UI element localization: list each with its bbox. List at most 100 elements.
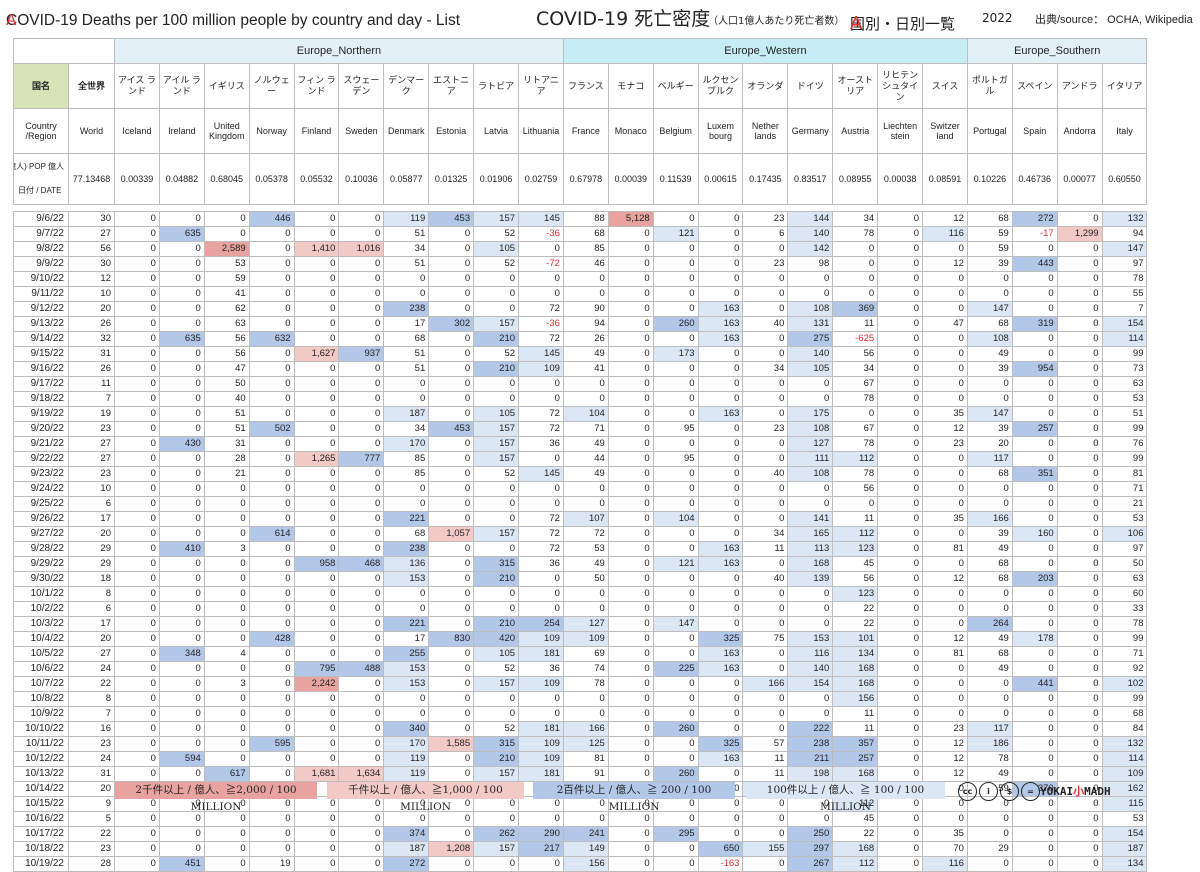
table-row: 9/15/22 31 0 0 56 0 1,627 937 51 0 52 145 49 0 173 0 0 14… bbox=[13, 346, 1148, 362]
value-cell: 0 bbox=[607, 301, 654, 317]
value-cell: 221 bbox=[383, 616, 430, 632]
value-cell: 0 bbox=[877, 661, 924, 677]
value-cell: 157 bbox=[473, 676, 520, 692]
value-cell: 635 bbox=[158, 331, 205, 347]
value-cell: 0 bbox=[114, 511, 160, 527]
date-cell: 9/22/22 bbox=[13, 451, 69, 467]
value-cell: 0 bbox=[518, 481, 564, 497]
value-cell: 0 bbox=[518, 391, 564, 407]
value-cell: -163 bbox=[697, 856, 744, 872]
value-cell: 49 bbox=[562, 346, 609, 362]
value-cell: 0 bbox=[338, 856, 385, 872]
value-cell: 0 bbox=[114, 331, 160, 347]
value-cell: 0 bbox=[473, 511, 520, 527]
value-cell: 0 bbox=[114, 526, 160, 542]
value-cell: 0 bbox=[562, 601, 609, 617]
value-cell: 0 bbox=[338, 676, 385, 692]
pop-label: 人口(億人) POP 億人 bbox=[15, 162, 65, 171]
value-cell: 95 bbox=[652, 451, 699, 467]
value-cell: 0 bbox=[114, 811, 160, 827]
value-cell: 0 bbox=[877, 406, 924, 422]
value-cell: 99 bbox=[1101, 631, 1148, 647]
value-cell: 0 bbox=[473, 706, 520, 722]
value-cell: 0 bbox=[652, 466, 699, 482]
value-cell: 0 bbox=[158, 406, 205, 422]
value-cell: 132 bbox=[1101, 211, 1148, 227]
value-cell: 0 bbox=[114, 541, 160, 557]
value-cell: 0 bbox=[697, 286, 744, 302]
value-cell: 0 bbox=[1056, 826, 1103, 842]
value-cell: 0 bbox=[1011, 691, 1058, 707]
value-cell: 0 bbox=[473, 496, 520, 512]
value-cell: 71 bbox=[1101, 646, 1148, 662]
value-cell: 0 bbox=[922, 271, 968, 287]
value-cell: 0 bbox=[518, 601, 564, 617]
country-name-jp: ノルウェー bbox=[248, 63, 295, 109]
value-cell: 0 bbox=[607, 541, 654, 557]
country-name-jp: ラトビア bbox=[473, 63, 520, 109]
value-cell: 0 bbox=[877, 601, 924, 617]
table-row: 9/24/22 10 0 0 0 0 0 0 0 0 0 0 0 0 0 0 0 0 56 0 0 0 0 0 71 bbox=[13, 481, 1148, 497]
value-cell: 62 bbox=[203, 301, 250, 317]
value-cell: 0 bbox=[787, 691, 834, 707]
value-cell: 78 bbox=[966, 751, 1013, 767]
value-cell: 0 bbox=[652, 241, 699, 257]
value-cell: 0 bbox=[607, 346, 654, 362]
value-cell: 315 bbox=[473, 736, 520, 752]
value-cell: 0 bbox=[652, 526, 699, 542]
population-value: 0.00615 bbox=[697, 153, 744, 205]
table-row: 10/4/22 20 0 0 0 428 0 0 17 830 420 109 109 0 0 325 75 15… bbox=[13, 631, 1148, 647]
value-cell: 0 bbox=[428, 721, 475, 737]
value-cell: 105 bbox=[473, 241, 520, 257]
value-cell: 7 bbox=[1101, 301, 1148, 317]
value-cell: 76 bbox=[1101, 436, 1148, 452]
value-cell: 0 bbox=[607, 661, 654, 677]
value-cell: 0 bbox=[652, 376, 699, 392]
country-name-en: Andorra bbox=[1056, 108, 1103, 154]
value-cell: 0 bbox=[742, 661, 789, 677]
value-cell: 0 bbox=[338, 616, 385, 632]
value-cell: 99 bbox=[1101, 346, 1148, 362]
value-cell: 0 bbox=[607, 241, 654, 257]
value-cell: 453 bbox=[428, 421, 475, 437]
value-cell: 0 bbox=[338, 406, 385, 422]
value-cell: 0 bbox=[697, 706, 744, 722]
value-cell: 0 bbox=[428, 826, 475, 842]
value-cell: 0 bbox=[966, 691, 1013, 707]
value-cell: 0 bbox=[607, 691, 654, 707]
date-cell: 10/19/22 bbox=[13, 856, 69, 872]
value-cell: 109 bbox=[562, 631, 609, 647]
value-cell: 19 bbox=[248, 856, 295, 872]
value-cell: 0 bbox=[158, 556, 205, 572]
value-cell: 0 bbox=[1056, 571, 1103, 587]
value-cell: 0 bbox=[428, 271, 475, 287]
value-cell: 0 bbox=[877, 856, 924, 872]
value-cell: 0 bbox=[114, 451, 160, 467]
value-cell: 0 bbox=[742, 511, 789, 527]
value-cell: 0 bbox=[966, 481, 1013, 497]
value-cell: 156 bbox=[832, 691, 879, 707]
country-name-en: Finland bbox=[293, 108, 340, 154]
value-cell: 0 bbox=[877, 376, 924, 392]
value-cell: 17 bbox=[383, 631, 430, 647]
value-cell: 0 bbox=[248, 841, 295, 857]
date-cell: 9/29/22 bbox=[13, 556, 69, 572]
value-cell: 19 bbox=[68, 406, 115, 422]
value-cell: 0 bbox=[1056, 556, 1103, 572]
value-cell: 6 bbox=[742, 226, 789, 242]
value-cell: 56 bbox=[832, 571, 879, 587]
value-cell: 319 bbox=[1011, 316, 1058, 332]
value-cell: 0 bbox=[383, 496, 430, 512]
value-cell: 0 bbox=[293, 811, 340, 827]
table-row: 9/20/22 23 0 0 51 502 0 0 34 453 157 72 71 0 95 0 23 108 6… bbox=[13, 421, 1148, 437]
value-cell: 68 bbox=[966, 646, 1013, 662]
value-cell: 142 bbox=[787, 241, 834, 257]
value-cell: 0 bbox=[1011, 511, 1058, 527]
value-cell: 0 bbox=[562, 586, 609, 602]
value-cell: 0 bbox=[293, 286, 340, 302]
country-name-en: Nether lands bbox=[742, 108, 789, 154]
country-name-jp: スイス bbox=[922, 63, 968, 109]
value-cell: 0 bbox=[338, 511, 385, 527]
population-value: 0.60550 bbox=[1101, 153, 1148, 205]
value-cell: 170 bbox=[383, 736, 430, 752]
